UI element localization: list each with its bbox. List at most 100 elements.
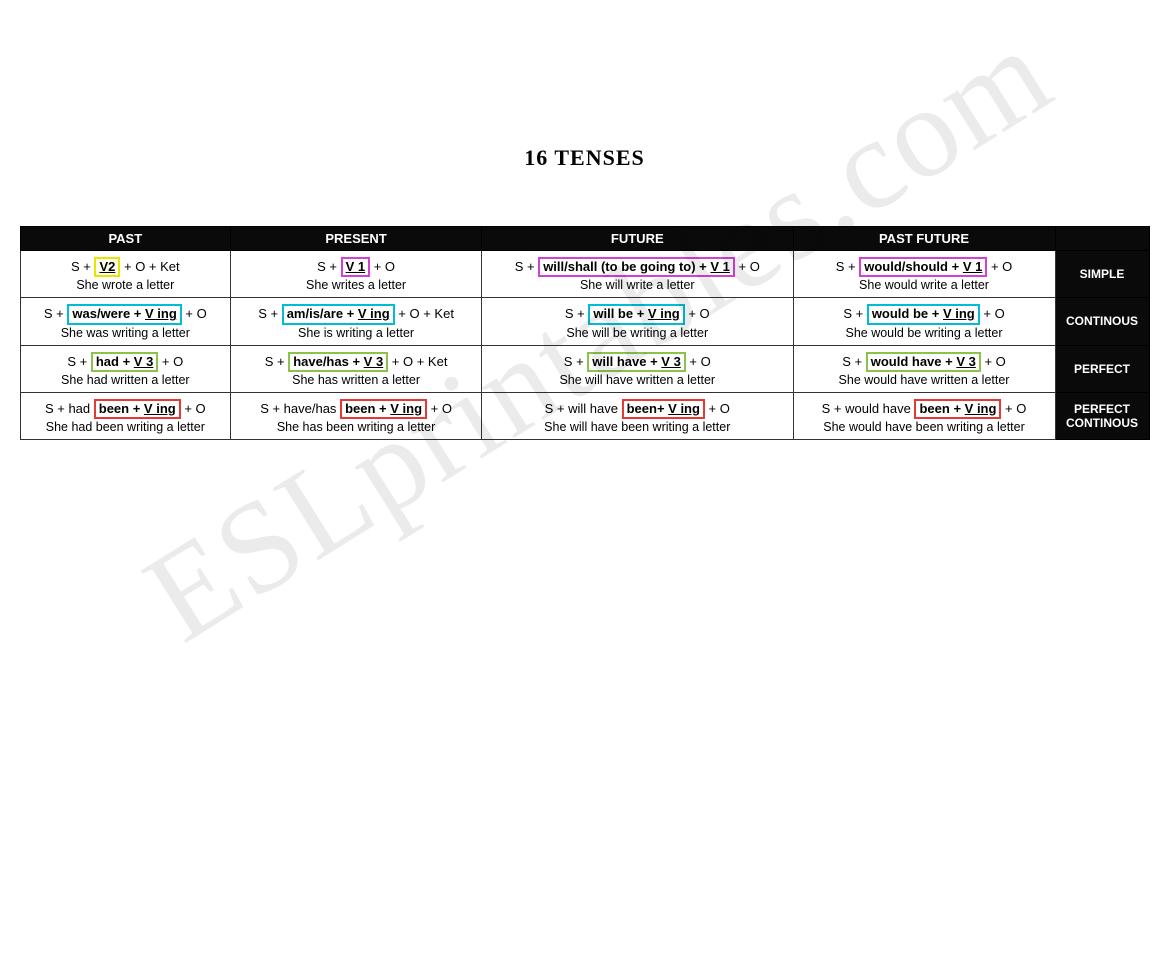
row-label-simple: SIMPLE: [1055, 251, 1149, 298]
formula-post: + O: [981, 354, 1006, 369]
formula-post: + O: [182, 306, 207, 321]
cell-simple-past: S + V2 + O + Ket She wrote a letter: [20, 251, 231, 298]
formula-post: + O + Ket: [120, 259, 179, 274]
formula-pre: S + will have: [545, 401, 622, 416]
example: She had been writing a letter: [25, 420, 227, 434]
highlight: would be + V ing: [867, 304, 980, 324]
row-simple: S + V2 + O + Ket She wrote a letter S + …: [20, 251, 1149, 298]
highlight: am/is/are + V ing: [282, 304, 395, 324]
row-label-perfect: PERFECT: [1055, 345, 1149, 392]
row-perfect-continuous: S + had been + V ing + O She had been wr…: [20, 392, 1149, 439]
formula: S + would have been + V ing + O: [798, 399, 1051, 419]
highlight: been + V ing: [94, 399, 181, 419]
formula-post: + O + Ket: [388, 354, 447, 369]
formula-pre: S +: [258, 306, 282, 321]
example: She would be writing a letter: [798, 326, 1051, 340]
col-future: FUTURE: [482, 227, 793, 251]
formula-pre: S +: [565, 306, 589, 321]
hl-text: V2: [99, 259, 115, 274]
example: She will have written a letter: [486, 373, 788, 387]
highlight: will/shall (to be going to) + V 1: [538, 257, 735, 277]
highlight: will have + V 3: [587, 352, 686, 372]
formula-pre: S +: [515, 259, 539, 274]
header-row: PAST PRESENT FUTURE PAST FUTURE: [20, 227, 1149, 251]
formula-post: + O: [987, 259, 1012, 274]
formula-post: + O: [735, 259, 760, 274]
formula: S + V 1 + O: [235, 257, 477, 277]
row-perfect: S + had + V 3 + O She had written a lett…: [20, 345, 1149, 392]
highlight: was/were + V ing: [67, 304, 181, 324]
row-label-perfect-continuous: PERFECT CONTINOUS: [1055, 392, 1149, 439]
highlight: had + V 3: [91, 352, 158, 372]
formula: S + have/has been + V ing + O: [235, 399, 477, 419]
formula: S + will/shall (to be going to) + V 1 + …: [486, 257, 788, 277]
formula-post: + O: [705, 401, 730, 416]
example: She would write a letter: [798, 278, 1051, 292]
cell-cont-future: S + will be + V ing + O She will be writ…: [482, 298, 793, 345]
formula-post: + O: [181, 401, 206, 416]
formula: S + had been + V ing + O: [25, 399, 227, 419]
highlight: been + V ing: [340, 399, 427, 419]
cell-perfcont-present: S + have/has been + V ing + O She has be…: [231, 392, 482, 439]
page-title: 16 TENSES: [0, 145, 1169, 171]
example: She writes a letter: [235, 278, 477, 292]
example: She will have been writing a letter: [486, 420, 788, 434]
highlight: V2: [94, 257, 120, 277]
formula-pre: S + have/has: [260, 401, 340, 416]
cell-perf-pastfuture: S + would have + V 3 + O She would have …: [793, 345, 1055, 392]
formula-pre: S +: [842, 354, 866, 369]
formula-post: + O: [686, 354, 711, 369]
formula-pre: S + would have: [822, 401, 915, 416]
formula-pre: S +: [67, 354, 91, 369]
cell-perf-past: S + had + V 3 + O She had written a lett…: [20, 345, 231, 392]
formula-pre: S +: [317, 259, 341, 274]
example: She has written a letter: [235, 373, 477, 387]
formula-post: + O: [685, 306, 710, 321]
formula: S + had + V 3 + O: [25, 352, 227, 372]
formula: S + will have been+ V ing + O: [486, 399, 788, 419]
cell-perfcont-future: S + will have been+ V ing + O She will h…: [482, 392, 793, 439]
highlight: will be + V ing: [588, 304, 684, 324]
formula: S + have/has + V 3 + O + Ket: [235, 352, 477, 372]
formula-pre: S +: [843, 306, 867, 321]
highlight: been+ V ing: [622, 399, 705, 419]
formula-pre: S + had: [45, 401, 94, 416]
formula-pre: S +: [71, 259, 95, 274]
example: She was writing a letter: [25, 326, 227, 340]
formula-post: + O: [980, 306, 1005, 321]
cell-cont-present: S + am/is/are + V ing + O + Ket She is w…: [231, 298, 482, 345]
col-present: PRESENT: [231, 227, 482, 251]
formula: S + would be + V ing + O: [798, 304, 1051, 324]
example: She would have been writing a letter: [798, 420, 1051, 434]
formula-post: + O: [427, 401, 452, 416]
formula: S + will have + V 3 + O: [486, 352, 788, 372]
formula-pre: S +: [564, 354, 588, 369]
col-past: PAST: [20, 227, 231, 251]
highlight: would/should + V 1: [859, 257, 987, 277]
example: She wrote a letter: [25, 278, 227, 292]
example: She will write a letter: [486, 278, 788, 292]
highlight: have/has + V 3: [288, 352, 388, 372]
formula: S + am/is/are + V ing + O + Ket: [235, 304, 477, 324]
row-continuous: S + was/were + V ing + O She was writing…: [20, 298, 1149, 345]
formula-post: + O + Ket: [395, 306, 454, 321]
formula-post: + O: [370, 259, 395, 274]
formula-pre: S +: [44, 306, 68, 321]
cell-cont-past: S + was/were + V ing + O She was writing…: [20, 298, 231, 345]
example: She had written a letter: [25, 373, 227, 387]
example: She has been writing a letter: [235, 420, 477, 434]
highlight: V 1: [341, 257, 371, 277]
example: She is writing a letter: [235, 326, 477, 340]
cell-perf-future: S + will have + V 3 + O She will have wr…: [482, 345, 793, 392]
cell-cont-pastfuture: S + would be + V ing + O She would be wr…: [793, 298, 1055, 345]
example: She will be writing a letter: [486, 326, 788, 340]
formula: S + will be + V ing + O: [486, 304, 788, 324]
formula: S + would have + V 3 + O: [798, 352, 1051, 372]
formula-pre: S +: [265, 354, 289, 369]
cell-perfcont-pastfuture: S + would have been + V ing + O She woul…: [793, 392, 1055, 439]
cell-simple-future: S + will/shall (to be going to) + V 1 + …: [482, 251, 793, 298]
example: She would have written a letter: [798, 373, 1051, 387]
corner-cell: [1055, 227, 1149, 251]
formula-post: + O: [158, 354, 183, 369]
cell-simple-present: S + V 1 + O She writes a letter: [231, 251, 482, 298]
